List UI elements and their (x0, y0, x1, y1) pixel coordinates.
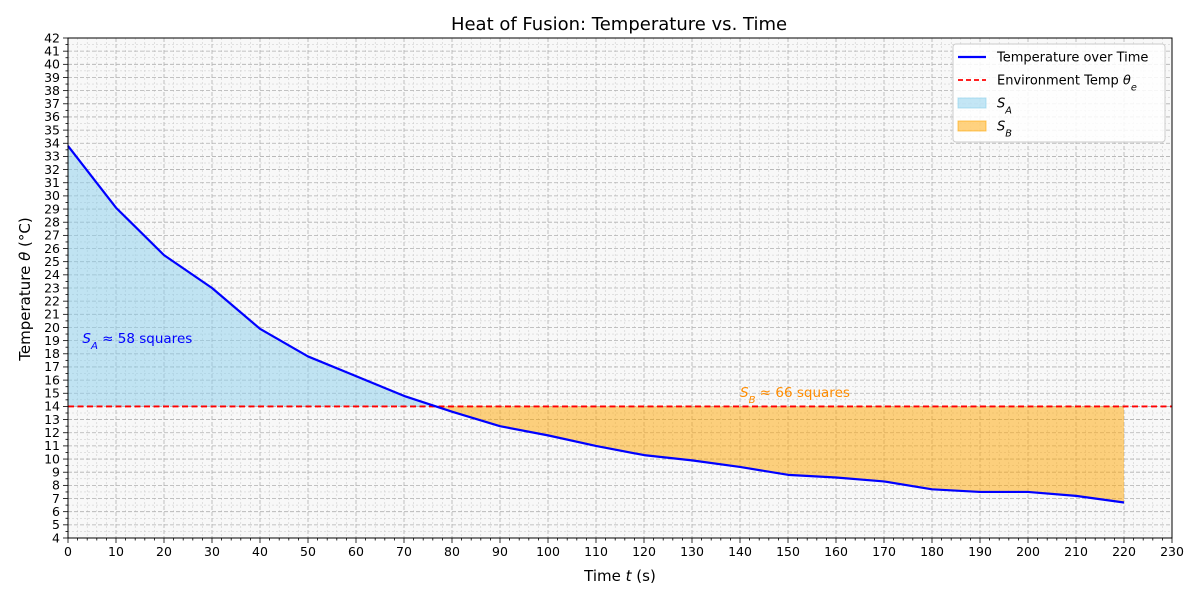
x-tick-label: 160 (824, 544, 848, 559)
y-tick-label: 7 (52, 491, 60, 506)
y-tick-label: 6 (52, 504, 60, 519)
annotation-s-b: SB ≈ 66 squares (740, 385, 850, 406)
y-tick-label: 20 (44, 320, 60, 335)
legend-label: SB (997, 120, 1012, 140)
x-tick-label: 140 (728, 544, 752, 559)
y-tick-label: 37 (44, 96, 60, 111)
y-tick-label: 5 (52, 517, 60, 532)
y-tick-label: 17 (44, 359, 60, 374)
y-tick-label: 18 (44, 346, 60, 361)
x-tick-label: 60 (348, 544, 364, 559)
legend-label: Temperature over Time (996, 51, 1148, 66)
x-tick-label: 200 (1016, 544, 1040, 559)
y-tick-label: 39 (44, 70, 60, 85)
y-tick-label: 23 (44, 280, 60, 295)
x-tick-label: 130 (680, 544, 704, 559)
x-tick-label: 20 (156, 544, 172, 559)
x-tick-label: 210 (1064, 544, 1088, 559)
y-tick-label: 22 (44, 293, 60, 308)
y-tick-label: 14 (44, 399, 60, 414)
y-tick-label: 40 (44, 57, 60, 72)
x-tick-label: 150 (776, 544, 800, 559)
legend-handle-area (957, 97, 987, 109)
y-tick-label: 21 (44, 307, 60, 322)
y-tick-label: 15 (44, 386, 60, 401)
y-tick-label: 24 (44, 267, 60, 282)
y-tick-label: 31 (44, 175, 60, 190)
legend-label: Environment Temp θe (997, 74, 1137, 94)
y-tick-label: 32 (44, 162, 60, 177)
series-lines (67, 145, 1172, 504)
annotation-s-a: SA ≈ 58 squares (82, 331, 192, 352)
y-tick-label: 34 (44, 136, 60, 151)
x-tick-label: 90 (492, 544, 508, 559)
y-tick-label: 29 (44, 201, 60, 216)
x-tick-label: 50 (300, 544, 316, 559)
x-tick-label: 110 (584, 544, 608, 559)
legend-label: SA (997, 97, 1012, 117)
area-s-a (68, 145, 436, 407)
temperature-line (67, 145, 1125, 504)
chart-title: Heat of Fusion: Temperature vs. Time (451, 14, 787, 35)
y-tick-label: 13 (44, 412, 60, 427)
y-tick-label: 36 (44, 109, 60, 124)
x-axis-label: Time t (s) (583, 567, 656, 585)
area-s-b (436, 406, 1124, 503)
axes: 0 10 20 30 40 50 60 70 80 90 100 110 120 130 140 150 160… (44, 30, 1184, 559)
x-tick-label: 10 (108, 544, 124, 559)
x-tick-label: 40 (252, 544, 268, 559)
x-tick-label: 220 (1112, 544, 1136, 559)
y-tick-label: 19 (44, 333, 60, 348)
y-tick-label: 8 (52, 478, 60, 493)
y-axis-label: Temperature θ (°C) (16, 217, 34, 361)
y-tick-label: 27 (44, 228, 60, 243)
annotations: SA ≈ 58 squares SB ≈ 66 squares (82, 331, 850, 405)
y-tick-label: 35 (44, 122, 60, 137)
y-tick-label: 12 (44, 425, 60, 440)
x-tick-label: 230 (1160, 544, 1184, 559)
y-tick-label: 4 (52, 530, 60, 545)
y-tick-label: 41 (44, 43, 60, 58)
y-tick-label: 28 (44, 215, 60, 230)
y-tick-label: 26 (44, 241, 60, 256)
legend-handle-area (957, 120, 987, 132)
x-tick-label: 70 (396, 544, 412, 559)
x-tick-label: 100 (536, 544, 560, 559)
y-tick-label: 11 (44, 438, 60, 453)
x-tick-label: 170 (872, 544, 896, 559)
x-tick-label: 120 (632, 544, 656, 559)
x-tick-label: 190 (968, 544, 992, 559)
y-tick-label: 16 (44, 372, 60, 387)
y-tick-label: 30 (44, 188, 60, 203)
legend-box (952, 43, 1166, 143)
y-tick-label: 10 (44, 451, 60, 466)
y-tick-label: 33 (44, 149, 60, 164)
x-tick-label: 30 (204, 544, 220, 559)
x-tick-label: 80 (444, 544, 460, 559)
y-tick-label: 38 (44, 83, 60, 98)
y-tick-label: 9 (52, 465, 60, 480)
legend: Temperature over Time Environment Temp θe… (952, 43, 1166, 143)
x-tick-label: 180 (920, 544, 944, 559)
y-tick-label: 42 (44, 30, 60, 45)
x-tick-label: 0 (64, 544, 72, 559)
y-tick-label: 25 (44, 254, 60, 269)
fill-areas (68, 145, 1124, 503)
